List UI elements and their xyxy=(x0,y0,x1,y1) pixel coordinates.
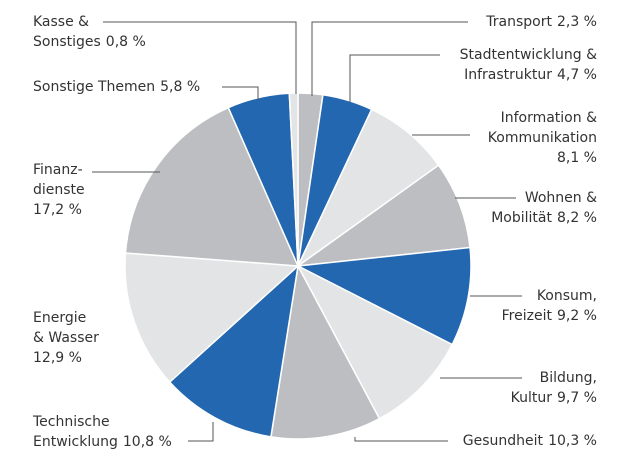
pie-slice xyxy=(124,252,300,384)
category-name: Konsum, Freizeit xyxy=(501,288,597,324)
category-name: Bildung, Kultur xyxy=(510,370,597,406)
slice-label: Information & Kommunikation 8,1 % xyxy=(488,108,597,168)
value-label: 8,1 % xyxy=(556,150,597,166)
value-label: 9,7 % xyxy=(556,390,597,406)
pie-slice xyxy=(295,164,471,268)
value-label: 12,9 % xyxy=(33,350,82,366)
value-label: 5,8 % xyxy=(160,79,201,95)
pie-slice xyxy=(296,108,440,269)
slice-label: Wohnen & Mobilität 8,2 % xyxy=(491,188,597,228)
slice-label: Stadtentwicklung & Infrastruktur 4,7 % xyxy=(460,45,597,85)
value-label: 2,3 % xyxy=(556,14,597,30)
category-name: Gesundheit xyxy=(462,433,544,449)
pie-slice xyxy=(288,92,299,267)
pie-slice xyxy=(124,106,300,267)
category-name: Information & Kommunikation xyxy=(487,110,597,146)
slice-label: Technische Entwicklung 10,8 % xyxy=(33,412,172,452)
category-name: Transport xyxy=(486,14,552,30)
leader-line xyxy=(354,437,448,442)
value-label: 0,8 % xyxy=(105,34,146,50)
value-label: 9,2 % xyxy=(556,308,597,324)
slice-label: Konsum, Freizeit 9,2 % xyxy=(502,286,597,326)
leader-line xyxy=(188,422,214,442)
slice-label: Finanz- dienste 17,2 % xyxy=(33,160,85,220)
category-name: Energie & Wasser xyxy=(33,310,99,346)
pie-slice xyxy=(295,246,472,346)
value-label: 17,2 % xyxy=(33,202,82,218)
slice-label: Transport 2,3 % xyxy=(486,12,597,32)
value-label: 10,3 % xyxy=(548,433,597,449)
leader-line xyxy=(311,21,468,96)
category-name: Finanz- dienste xyxy=(33,162,85,198)
category-name: Wohnen & Mobilität xyxy=(491,190,597,226)
category-name: Kasse & Sonstiges xyxy=(33,14,101,50)
slice-label: Gesundheit 10,3 % xyxy=(463,431,597,451)
pie-slice xyxy=(168,264,300,438)
slice-label: Bildung, Kultur 9,7 % xyxy=(511,368,597,408)
pie-slice xyxy=(296,264,454,420)
leader-line xyxy=(222,86,259,100)
leader-line xyxy=(349,54,440,102)
value-label: 4,7 % xyxy=(556,67,597,83)
slice-label: Kasse & Sonstiges 0,8 % xyxy=(33,12,146,52)
slice-label: Energie & Wasser 12,9 % xyxy=(33,308,99,368)
leader-line xyxy=(103,21,297,94)
category-name: Stadtentwicklung & Infrastruktur xyxy=(459,47,597,83)
pie-slice xyxy=(270,263,381,440)
value-label: 10,8 % xyxy=(122,434,172,450)
slice-label: Sonstige Themen 5,8 % xyxy=(33,77,200,97)
value-label: 8,2 % xyxy=(556,210,597,226)
category-name: Technische Entwicklung xyxy=(33,414,118,450)
category-name: Sonstige Themen xyxy=(33,79,156,95)
